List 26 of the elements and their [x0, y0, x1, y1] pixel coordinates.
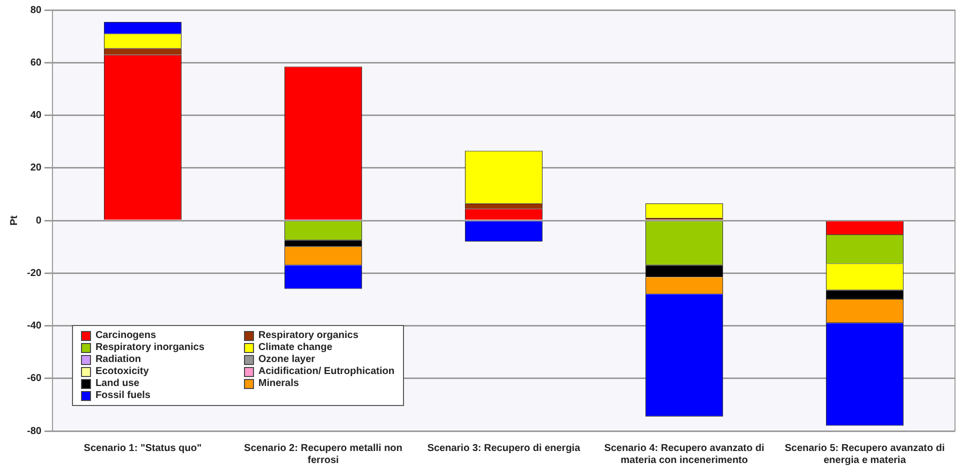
y-tick-label: 40 — [30, 110, 42, 121]
legend-label: Land use — [95, 378, 140, 389]
y-tick-label: 20 — [30, 162, 42, 174]
y-tick-label: 80 — [30, 4, 42, 16]
x-tick-label: Scenario 5: Recupero avanzato di energia e materia — [784, 442, 945, 466]
y-tick-label: 60 — [30, 57, 42, 68]
x-tick-label: Scenario 3: Recupero di energia — [427, 442, 581, 454]
y-tick-label: -40 — [27, 320, 42, 332]
legend-label: Radiation — [95, 354, 142, 365]
y-axis-title: Pt — [8, 214, 20, 226]
legend-label: Ecotoxicity — [95, 366, 149, 377]
legend-label: Ozone layer — [258, 354, 316, 365]
y-tick-label: -60 — [27, 373, 42, 384]
y-tick-label: -80 — [27, 426, 42, 437]
y-tick-label: -20 — [27, 268, 42, 279]
legend-label: Fossil fuels — [95, 390, 150, 401]
legend-label: Respiratory inorganics — [95, 342, 204, 353]
legend-label: Carcinogens — [95, 330, 156, 341]
x-tick-label: Scenario 1: "Status quo" — [84, 442, 202, 454]
legend-label: Climate change — [258, 342, 332, 353]
legend-label: Respiratory organics — [258, 330, 358, 341]
x-tick-label: Scenario 4: Recupero avanzato di materia con incenerimento — [604, 442, 764, 466]
y-tick-label: 0 — [36, 215, 42, 226]
x-tick-label: Scenario 2: Recupero metalli non ferrosi — [244, 442, 402, 466]
legend-label: Minerals — [258, 378, 299, 389]
legend-label: Acidification/ Eutrophication — [258, 366, 394, 377]
